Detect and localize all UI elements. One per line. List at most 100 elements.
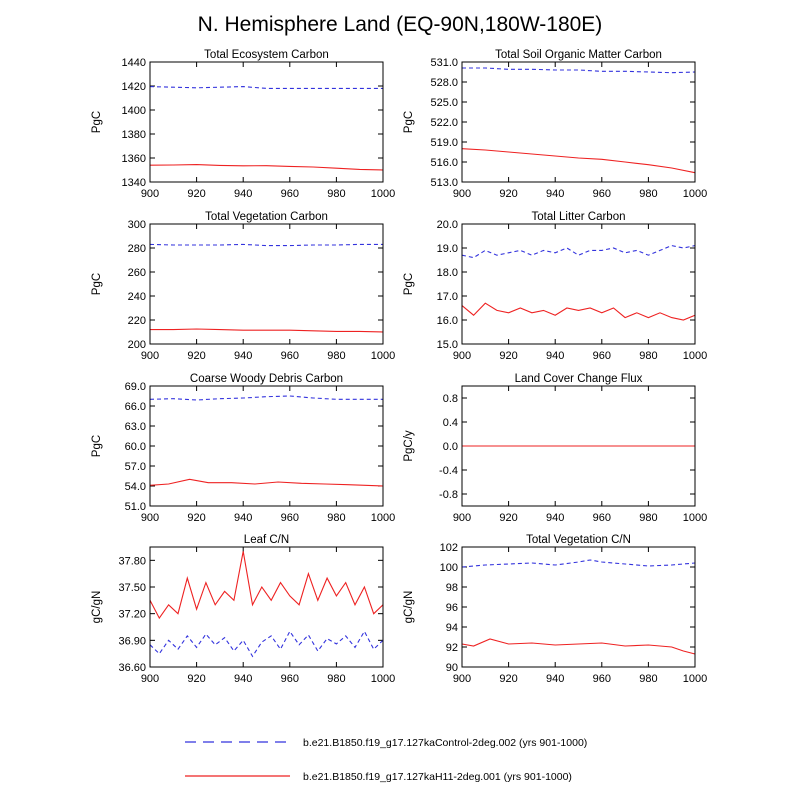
series-line-h11 bbox=[461, 302, 696, 321]
y-tick-label: 516.0 bbox=[430, 157, 458, 169]
y-tick-label: 19.0 bbox=[437, 243, 458, 255]
panel-coarse-woody-debris-carbon: Coarse Woody Debris Carbon PgC 900 920 940 96… bbox=[91, 373, 395, 524]
x-tick-label: 920 bbox=[187, 350, 205, 362]
y-axis-label: PgC bbox=[403, 273, 415, 295]
panel-title: Leaf C/N bbox=[244, 534, 289, 546]
y-tick-label: 94 bbox=[446, 622, 458, 634]
y-tick-label: 1400 bbox=[122, 105, 146, 117]
y-tick-label: 525.0 bbox=[430, 97, 458, 109]
y-tick-label: 16.0 bbox=[437, 315, 458, 327]
x-tick-label: 960 bbox=[593, 512, 611, 524]
y-tick-label: 69.0 bbox=[125, 381, 146, 393]
x-tick-label: 980 bbox=[639, 512, 657, 524]
x-tick-label: 920 bbox=[187, 673, 205, 685]
panel-land-cover-change-flux: Land Cover Change Flux PgC/y 900 920 940 960 9… bbox=[403, 373, 707, 524]
y-tick-label: 1360 bbox=[122, 153, 146, 165]
y-tick-label: 0.4 bbox=[443, 417, 458, 429]
y-tick-label: 15.0 bbox=[437, 339, 458, 351]
y-tick-label: 102 bbox=[440, 542, 458, 554]
x-tick-label: 940 bbox=[234, 350, 252, 362]
plot-frame bbox=[461, 223, 696, 345]
x-tick-label: 900 bbox=[453, 350, 471, 362]
x-tick-label: 900 bbox=[141, 512, 159, 524]
y-tick-label: 1420 bbox=[122, 81, 146, 93]
y-tick-label: 51.0 bbox=[125, 501, 146, 513]
y-tick-label: 240 bbox=[128, 291, 146, 303]
panel-title: Total Vegetation Carbon bbox=[205, 211, 328, 223]
x-tick-label: 960 bbox=[281, 673, 299, 685]
y-axis-label: PgC bbox=[403, 111, 415, 133]
x-tick-label: 980 bbox=[327, 673, 345, 685]
x-tick-label: 980 bbox=[639, 673, 657, 685]
series-line-h11 bbox=[461, 638, 696, 655]
x-tick-label: 900 bbox=[141, 350, 159, 362]
y-axis-label: gC/gN bbox=[403, 591, 415, 624]
x-tick-label: 940 bbox=[546, 188, 564, 200]
y-tick-label: 522.0 bbox=[430, 117, 458, 129]
y-tick-label: 100 bbox=[440, 562, 458, 574]
y-tick-label: 300 bbox=[128, 219, 146, 231]
series-line-control bbox=[461, 245, 696, 259]
y-axis-label: PgC bbox=[91, 273, 103, 295]
y-tick-label: 63.0 bbox=[125, 421, 146, 433]
y-axis-label: gC/gN bbox=[91, 591, 103, 624]
x-tick-label: 1000 bbox=[371, 350, 395, 362]
series-line-h11 bbox=[149, 478, 384, 487]
x-tick-label: 960 bbox=[593, 673, 611, 685]
panel-title: Land Cover Change Flux bbox=[515, 373, 643, 385]
y-tick-label: 37.80 bbox=[118, 555, 146, 567]
y-axis-label: PgC bbox=[91, 435, 103, 457]
y-tick-label: 1380 bbox=[122, 129, 146, 141]
panel-title: Total Vegetation C/N bbox=[526, 534, 631, 546]
y-tick-label: 90 bbox=[446, 662, 458, 674]
legend-label-h11: b.e21.B1850.f19_g17.127kaH11-2deg.001 (y… bbox=[303, 771, 572, 783]
y-tick-label: 66.0 bbox=[125, 401, 146, 413]
series-line-control bbox=[149, 395, 383, 401]
x-tick-label: 980 bbox=[639, 350, 657, 362]
x-tick-label: 900 bbox=[141, 673, 159, 685]
series-line-control bbox=[461, 559, 696, 568]
panel-total-soil-organic-matter-carbon: Total Soil Organic Matter Carbon PgC 900 92… bbox=[403, 49, 707, 200]
y-tick-label: 98 bbox=[446, 582, 458, 594]
figure-title: N. Hemisphere Land (EQ-90N,180W-180E) bbox=[198, 13, 603, 36]
y-tick-label: 260 bbox=[128, 267, 146, 279]
series-line-control bbox=[149, 243, 383, 247]
y-tick-label: 60.0 bbox=[125, 441, 146, 453]
y-axis-label: PgC bbox=[91, 111, 103, 133]
x-tick-label: 920 bbox=[187, 188, 205, 200]
x-tick-label: 1000 bbox=[371, 673, 395, 685]
panel-title: Total Litter Carbon bbox=[532, 211, 626, 223]
y-tick-label: 1440 bbox=[122, 57, 146, 69]
x-tick-label: 1000 bbox=[371, 512, 395, 524]
x-tick-label: 1000 bbox=[683, 673, 707, 685]
x-tick-label: 900 bbox=[453, 673, 471, 685]
x-tick-label: 960 bbox=[281, 512, 299, 524]
x-tick-label: 940 bbox=[234, 188, 252, 200]
panel-total-vegetation-carbon: Total Vegetation Carbon PgC 900 920 940 960 98… bbox=[91, 211, 395, 362]
y-tick-label: -0.8 bbox=[439, 489, 458, 501]
y-tick-label: 513.0 bbox=[430, 177, 458, 189]
x-tick-label: 940 bbox=[546, 350, 564, 362]
x-tick-label: 1000 bbox=[683, 350, 707, 362]
y-tick-label: 17.0 bbox=[437, 291, 458, 303]
plot-frame bbox=[149, 223, 384, 345]
y-tick-label: 0.0 bbox=[443, 441, 458, 453]
x-tick-label: 960 bbox=[593, 188, 611, 200]
series-line-h11 bbox=[150, 328, 384, 333]
y-tick-label: 57.0 bbox=[125, 461, 146, 473]
series-line-h11 bbox=[149, 164, 384, 171]
y-tick-label: -0.4 bbox=[439, 465, 458, 477]
x-tick-label: 900 bbox=[141, 188, 159, 200]
x-tick-label: 980 bbox=[327, 350, 345, 362]
y-tick-label: 54.0 bbox=[125, 481, 146, 493]
panel-total-vegetation-c-n: Total Vegetation C/N gC/gN 900 920 940 960 980… bbox=[403, 534, 707, 685]
x-tick-label: 960 bbox=[281, 188, 299, 200]
x-tick-label: 920 bbox=[499, 188, 517, 200]
y-tick-label: 200 bbox=[128, 339, 146, 351]
panel-total-ecosystem-carbon: Total Ecosystem Carbon PgC 900 920 940 960 980… bbox=[91, 49, 395, 200]
y-tick-label: 36.60 bbox=[118, 662, 146, 674]
panel-title: Total Ecosystem Carbon bbox=[204, 49, 329, 61]
x-tick-label: 940 bbox=[234, 512, 252, 524]
plot-frame bbox=[461, 546, 696, 668]
